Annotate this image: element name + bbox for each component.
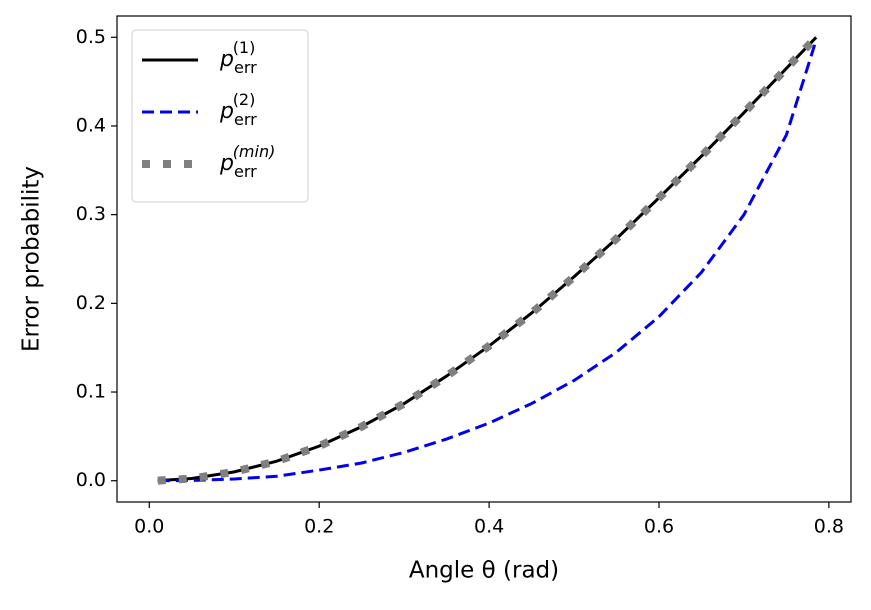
legend-sup: (1) — [233, 38, 256, 57]
x-tick-label: 0.0 — [134, 516, 164, 538]
y-tick-label: 0.3 — [76, 203, 106, 225]
legend-sup: (2) — [233, 90, 256, 109]
y-tick-label: 0.2 — [76, 292, 106, 314]
x-tick-label: 0.6 — [644, 516, 674, 538]
series-line — [157, 34, 820, 485]
legend-label: perr(1) — [219, 38, 257, 77]
x-axis-label: Angle θ (rad) — [409, 558, 559, 584]
x-tick-label: 0.2 — [304, 516, 334, 538]
legend-label: perr(2) — [219, 90, 257, 129]
y-tick-label: 0.5 — [76, 26, 106, 48]
legend-base: p — [219, 99, 234, 124]
legend-base: p — [219, 47, 234, 72]
x-tick-label: 0.4 — [474, 516, 504, 538]
legend-sup: (min) — [233, 142, 276, 161]
legend-base: p — [219, 151, 234, 176]
legend-label: perr(min) — [219, 142, 275, 181]
legend-sub: err — [234, 58, 257, 77]
y-tick-label: 0.0 — [76, 469, 106, 491]
legend-sub: err — [234, 162, 257, 181]
y-tick-label: 0.4 — [76, 114, 106, 136]
plot-frame — [116, 15, 852, 503]
x-tick-label: 0.8 — [814, 516, 844, 538]
y-axis-label: Error probability — [19, 166, 45, 352]
y-tick-label: 0.1 — [76, 381, 106, 403]
legend-box — [131, 29, 309, 203]
legend-sub: err — [234, 110, 257, 129]
